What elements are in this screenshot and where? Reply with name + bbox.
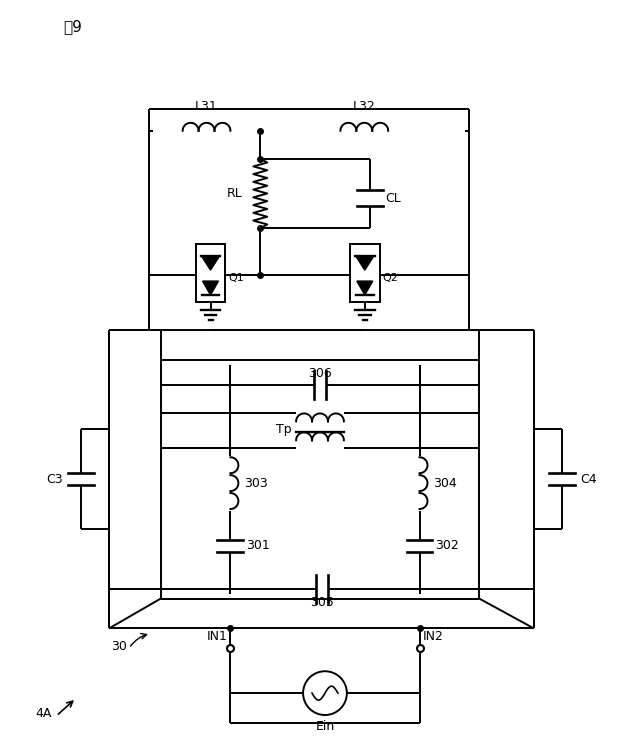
Text: C3: C3	[47, 472, 63, 486]
Text: IN2: IN2	[422, 630, 444, 643]
Text: RL: RL	[227, 187, 243, 200]
Polygon shape	[356, 256, 374, 270]
Text: IN1: IN1	[207, 630, 227, 643]
Text: 305: 305	[310, 596, 334, 609]
Text: 301: 301	[246, 539, 270, 552]
Text: 4A: 4A	[35, 706, 51, 720]
Polygon shape	[202, 256, 220, 270]
Polygon shape	[202, 281, 218, 295]
Text: C4: C4	[580, 472, 596, 486]
Text: Tp: Tp	[275, 423, 291, 436]
Text: Q2: Q2	[383, 273, 399, 283]
Text: 304: 304	[433, 477, 457, 489]
Polygon shape	[357, 281, 372, 295]
Text: L31: L31	[195, 100, 218, 113]
Text: 303: 303	[244, 477, 268, 489]
Text: L32: L32	[353, 100, 376, 113]
Bar	[350, 244, 380, 302]
Text: Q1: Q1	[228, 273, 244, 283]
Bar	[196, 244, 225, 302]
Text: Ein: Ein	[316, 720, 335, 733]
Text: 306: 306	[308, 367, 332, 379]
Text: 30: 30	[111, 640, 127, 653]
Text: 302: 302	[435, 539, 460, 552]
Text: 図9: 図9	[63, 19, 82, 34]
Text: CL: CL	[386, 192, 401, 205]
